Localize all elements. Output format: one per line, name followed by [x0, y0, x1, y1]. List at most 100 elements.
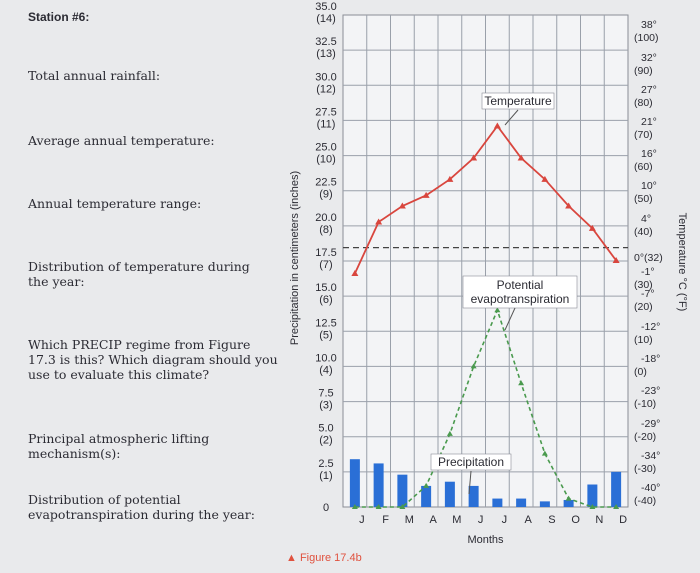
temperature-point	[446, 175, 454, 182]
left-tick-label-cm: 10.0	[315, 352, 336, 364]
precipitation-bar	[492, 498, 503, 507]
evapotranspiration-point	[541, 450, 548, 456]
right-tick-label-celsius: 4°	[641, 213, 651, 225]
left-tick-label-cm: 25.0	[315, 142, 336, 154]
evapotranspiration-point	[613, 504, 620, 509]
evapotranspiration-point	[375, 504, 382, 509]
left-tick-label-inches: (1)	[319, 470, 332, 482]
left-tick-label-inches: (3)	[319, 400, 332, 412]
right-tick-label-celsius: -12°	[641, 321, 660, 333]
evapotranspiration-line	[354, 307, 617, 508]
month-tick-label: D	[619, 514, 627, 526]
precipitation-bar	[468, 485, 479, 507]
left-tick-label-inches: (5)	[319, 329, 332, 341]
right-tick-label-celsius: 27°	[641, 84, 657, 96]
precipitation-bar	[587, 484, 598, 507]
temperature-point	[375, 218, 383, 225]
left-tick-label-cm: 32.5	[315, 36, 336, 48]
evapotranspiration-point	[589, 504, 596, 509]
question-average-temperature: Average annual temperature:	[28, 133, 215, 148]
month-tick-label: O	[571, 514, 580, 526]
precipitation-bar	[539, 501, 550, 507]
right-tick-label-celsius: -1°	[641, 266, 655, 278]
evapotranspiration-point	[565, 495, 572, 501]
y-axis-right-title: Temperature °C (°F)	[676, 213, 688, 312]
month-tick-label: S	[548, 514, 555, 526]
precipitation-annotation-leader	[468, 470, 472, 495]
left-tick-label-inches: (12)	[316, 83, 336, 95]
left-tick-label-inches: (6)	[319, 294, 332, 306]
right-tick-label-celsius: 38°	[641, 19, 657, 31]
right-tick-label-celsius: -34°	[641, 450, 660, 462]
temperature-annotation: Temperature	[484, 94, 552, 108]
evapotranspiration-annotation-leader	[504, 307, 516, 331]
precipitation-bar	[373, 463, 384, 507]
month-tick-label: A	[524, 514, 532, 526]
temperature-point	[517, 154, 525, 161]
right-tick-label-fahrenheit: (-40)	[634, 495, 656, 507]
x-axis-title: Months	[467, 534, 504, 546]
temperature-point	[612, 256, 620, 263]
temperature-annotation-leader	[504, 109, 519, 126]
right-tick-label-celsius: -40°	[641, 482, 660, 494]
right-tick-label-celsius: -7°	[641, 288, 655, 300]
left-tick-label-cm: 15.0	[315, 282, 336, 294]
right-tick-label-fahrenheit: (80)	[634, 97, 653, 109]
left-tick-label-inches: (2)	[319, 435, 332, 447]
temperature-point	[398, 202, 406, 209]
question-evapotranspiration: Distribution of potential evapotranspira…	[28, 492, 255, 522]
temperature-point	[541, 175, 549, 182]
evapotranspiration-point	[446, 430, 453, 436]
right-tick-label-fahrenheit: (100)	[634, 32, 659, 44]
question-temperature-distribution: Distribution of temperature during the y…	[28, 259, 250, 289]
right-tick-label-fahrenheit: (70)	[634, 129, 653, 141]
evapotranspiration-annotation-box	[462, 275, 578, 309]
left-tick-label-cm: 30.0	[315, 71, 336, 83]
right-tick-label-fahrenheit: (10)	[634, 334, 653, 346]
question-temperature-range: Annual temperature range:	[28, 196, 202, 211]
temperature-line	[354, 124, 617, 274]
temperature-point	[351, 269, 359, 276]
left-tick-label-cm: 7.5	[318, 388, 333, 400]
precipitation-bar	[421, 485, 432, 507]
right-tick-label-celsius: 21°	[641, 116, 657, 128]
right-tick-label-celsius: -29°	[641, 418, 660, 430]
right-tick-label-fahrenheit: (90)	[634, 65, 653, 77]
evapotranspiration-point	[518, 380, 525, 386]
right-tick-label-celsius: -18°	[641, 353, 660, 365]
evapotranspiration-point	[494, 307, 501, 313]
evapotranspiration-point	[423, 482, 430, 488]
right-tick-label-fahrenheit: (-30)	[634, 463, 656, 475]
month-tick-label: J	[502, 514, 508, 526]
right-tick-label-celsius: 16°	[641, 148, 657, 160]
temperature-point	[422, 191, 430, 198]
figure-caption: ▲ Figure 17.4b	[286, 552, 362, 564]
right-tick-label: 0°(32)	[634, 252, 663, 264]
right-tick-label-fahrenheit: (60)	[634, 161, 653, 173]
month-tick-label: F	[382, 514, 389, 526]
left-tick-label-cm: 2.5	[318, 458, 333, 470]
left-tick-label-inches: (8)	[319, 224, 332, 236]
right-tick-label-celsius: 32°	[641, 52, 657, 64]
evapotranspiration-annotation-line2: evapotranspiration	[471, 292, 570, 306]
temperature-point	[493, 122, 501, 129]
right-tick-label-fahrenheit: (-10)	[634, 398, 656, 410]
left-tick-label-inches: (11)	[317, 118, 336, 130]
left-tick-label-inches: (9)	[319, 189, 332, 201]
temperature-point	[470, 154, 478, 161]
precipitation-bar	[611, 471, 622, 507]
left-tick-label-cm: 12.5	[315, 317, 336, 329]
precipitation-annotation: Precipitation	[438, 455, 504, 469]
precipitation-bar	[516, 498, 527, 507]
question-precip-regime: Which PRECIP regime from Figure 17.3 is …	[28, 337, 278, 382]
left-tick-label-cm: 0	[323, 502, 329, 514]
left-tick-label-cm: 20.0	[315, 212, 336, 224]
evapotranspiration-annotation-line1: Potential	[497, 278, 544, 292]
precipitation-bar	[397, 474, 408, 507]
left-tick-label-cm: 27.5	[315, 106, 336, 118]
right-tick-label-fahrenheit: (-20)	[634, 431, 656, 443]
temperature-point	[565, 202, 573, 209]
right-tick-label-celsius: 10°	[641, 180, 657, 192]
evapotranspiration-point	[470, 363, 477, 369]
y-axis-left-title: Precipitation in centimeters (inches)	[289, 171, 301, 345]
